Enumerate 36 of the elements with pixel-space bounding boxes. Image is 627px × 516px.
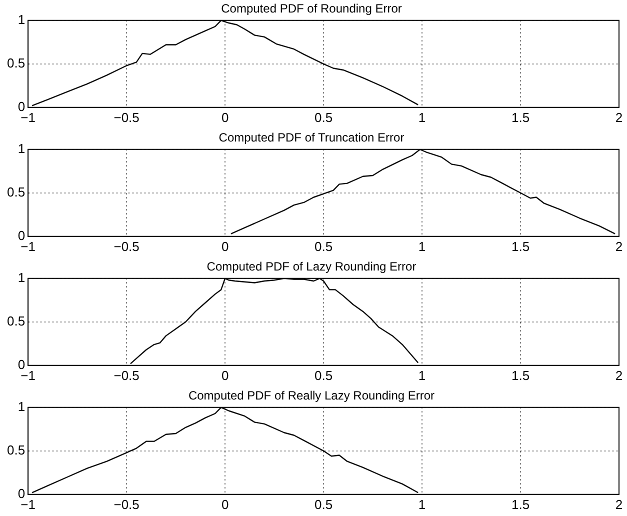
y-tick-label: 1: [18, 140, 26, 156]
x-tick-label: 1.5: [511, 368, 530, 383]
x-tick-label: 0: [221, 368, 229, 383]
x-tick-label: −0.5: [114, 238, 140, 254]
x-tick-label: 1: [418, 238, 426, 254]
chart-title: Computed PDF of Lazy Rounding Error: [206, 260, 416, 274]
x-tick-label: 0: [221, 110, 229, 125]
x-tick-label: 2: [615, 368, 623, 383]
x-tick-label: 2: [615, 110, 623, 125]
x-tick-label: −0.5: [114, 368, 140, 383]
y-tick-label: 0.5: [6, 55, 26, 70]
chart-title: Computed PDF of Rounding Error: [221, 2, 402, 16]
x-tick-label: 0.5: [314, 110, 333, 125]
x-tick-label: 1: [418, 368, 426, 383]
x-tick-label: 1.5: [511, 238, 530, 254]
x-tick-label: 2: [615, 238, 623, 254]
x-tick-label: 0: [221, 238, 229, 254]
x-tick-label: 1: [418, 110, 426, 125]
x-tick-label: 0.5: [314, 496, 333, 512]
x-tick-label: −0.5: [114, 110, 140, 125]
chart-title: Computed PDF of Really Lazy Rounding Error: [188, 388, 435, 403]
chart-title: Computed PDF of Truncation Error: [218, 130, 404, 145]
x-tick-label: 0.5: [314, 368, 333, 383]
y-tick-label: 1: [18, 12, 26, 27]
y-tick-label: 0.5: [6, 184, 26, 200]
x-tick-label: 0.5: [314, 238, 333, 254]
x-tick-label: 2: [615, 496, 623, 512]
x-tick-label: −0.5: [114, 496, 140, 512]
y-tick-label: 0.5: [6, 442, 26, 458]
x-tick-label: 0: [221, 496, 229, 512]
x-tick-label: 1.5: [511, 496, 530, 512]
y-tick-label: 1: [18, 270, 26, 285]
x-tick-label: 1.5: [511, 110, 530, 125]
x-tick-label: 1: [418, 496, 426, 512]
y-tick-label: 1: [18, 398, 26, 414]
y-tick-label: 0.5: [6, 313, 26, 328]
